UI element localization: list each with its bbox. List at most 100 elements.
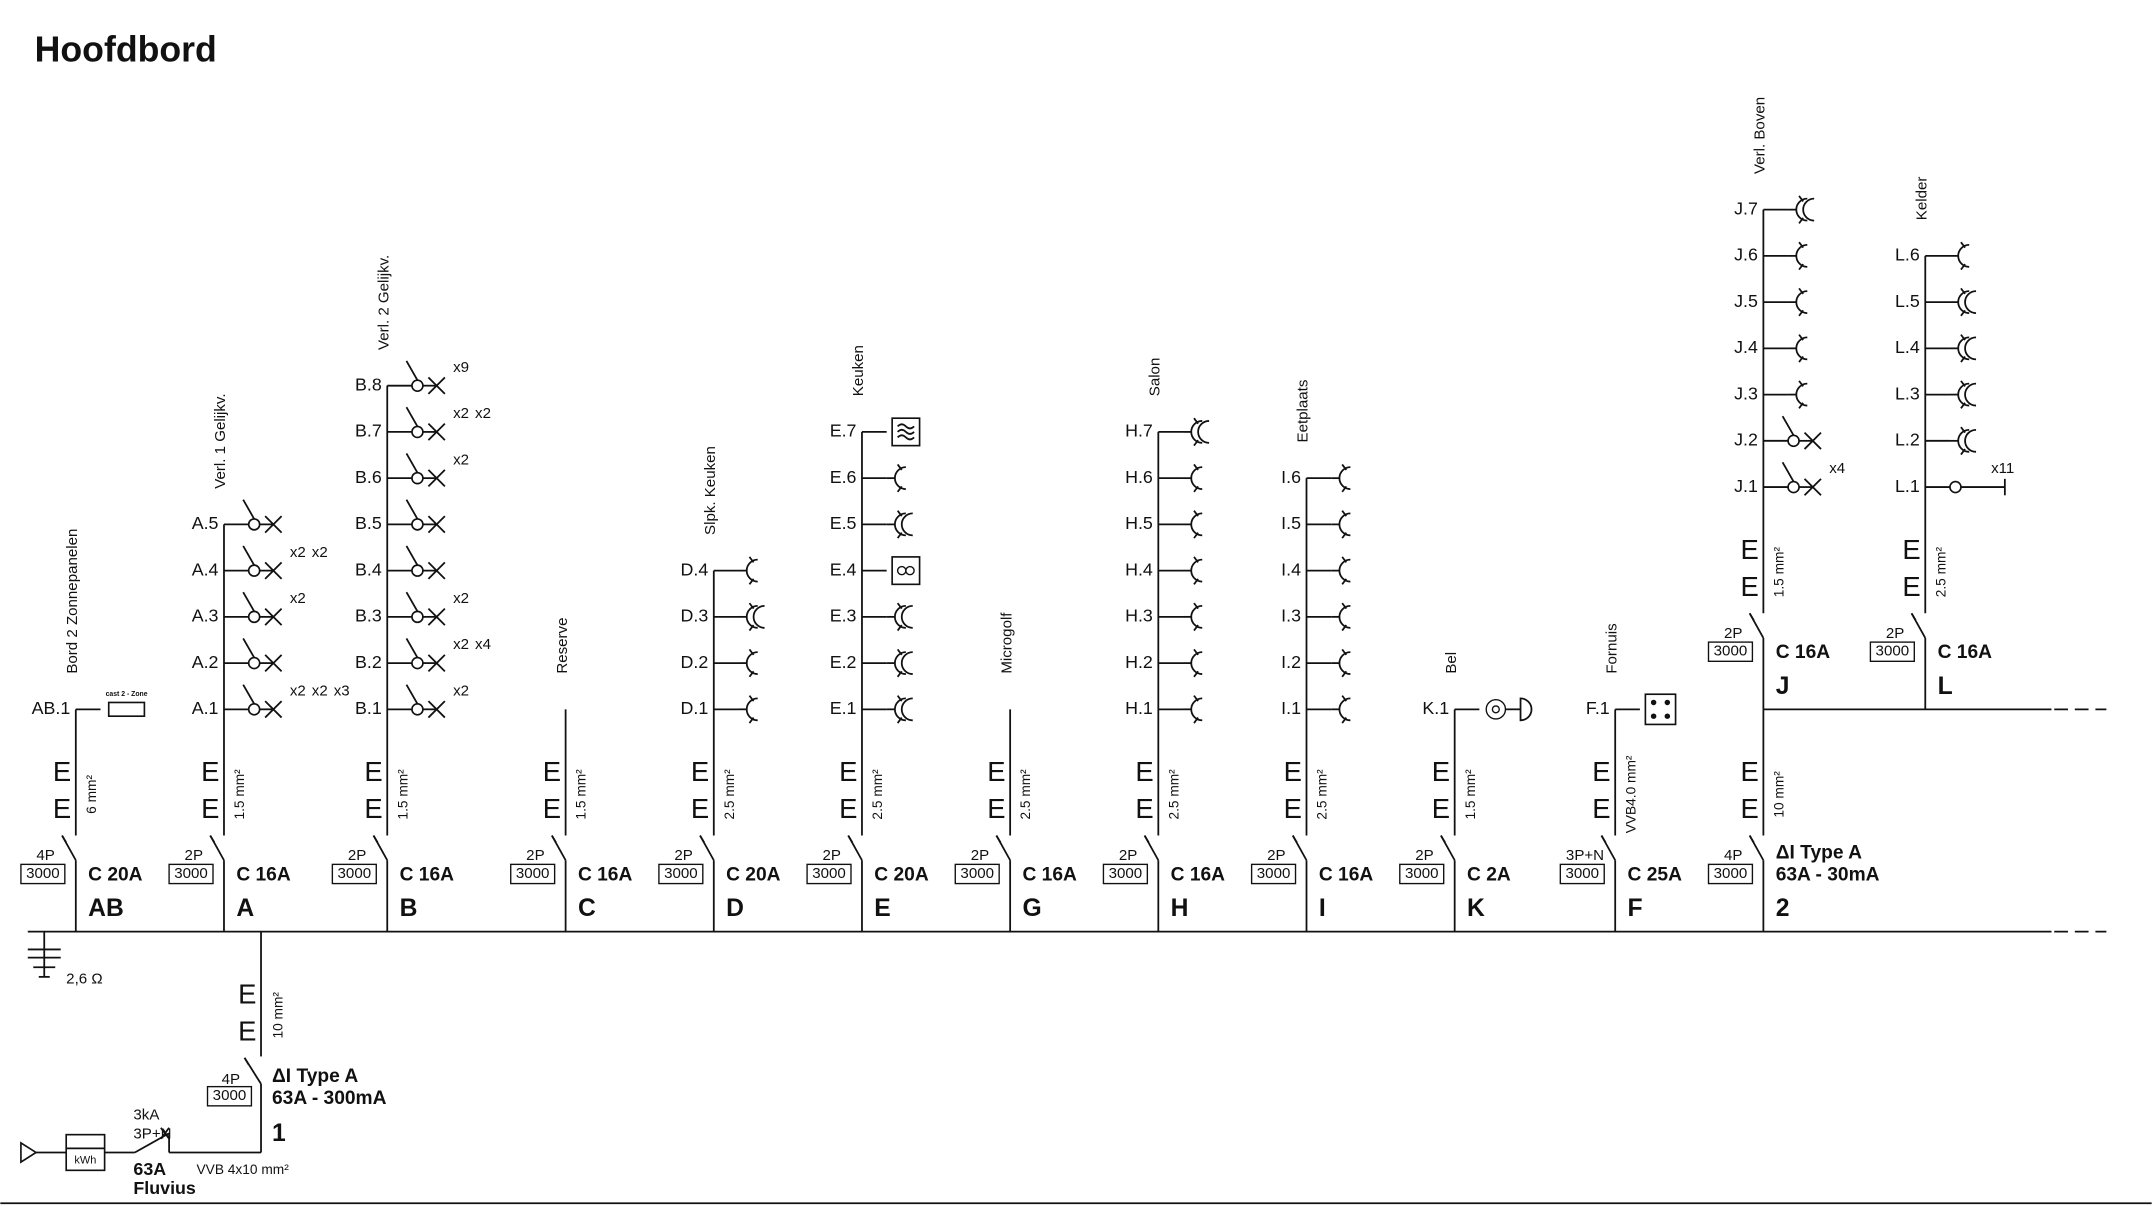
- lamp-symbol: [411, 703, 424, 716]
- earth-mark: E: [839, 756, 857, 787]
- capacity-label: 3000: [1714, 643, 1748, 660]
- switch-symbol: [1781, 461, 1795, 483]
- lamp-symbol: [411, 425, 424, 439]
- socket-symbol: [1960, 263, 1966, 271]
- point-label: L.5: [1895, 291, 1920, 311]
- cable-label: 1.5 mm²: [232, 769, 247, 820]
- socket-symbol: [1957, 290, 1970, 314]
- socket-symbol: [1197, 420, 1210, 444]
- socket-symbol: [896, 695, 903, 702]
- point-label: H.2: [1125, 652, 1153, 672]
- point-label: H.4: [1125, 559, 1153, 579]
- capacity-box: [510, 863, 556, 885]
- socket-symbol: [745, 651, 758, 675]
- poles-label: 2P: [1267, 847, 1285, 864]
- socket-symbol: [1960, 380, 1966, 387]
- capacity-label: 3000: [1565, 865, 1599, 882]
- circuit-id: I: [1319, 895, 1326, 922]
- meter-poles: 3P+N: [133, 1126, 171, 1143]
- socket-symbol: [900, 512, 913, 537]
- cable-label: 10 mm²: [270, 992, 285, 1039]
- lamp-cross: [1803, 478, 1822, 496]
- breaker-switch: [551, 835, 557, 843]
- point-label: D.1: [681, 698, 709, 718]
- bell-symbol: [1485, 699, 1507, 720]
- circuit-label: Kelder: [1914, 177, 1931, 221]
- socket-symbol: [1190, 512, 1203, 537]
- lamp-symbol: [411, 656, 424, 670]
- point-note: x9: [453, 359, 469, 376]
- circuit-id: F: [1628, 895, 1643, 922]
- cable-label: 2.5 mm²: [870, 769, 885, 820]
- point-note: x2: [290, 544, 306, 561]
- socket-symbol: [1190, 604, 1203, 629]
- earth-mark: E: [987, 756, 1005, 787]
- capacity-label: 3000: [26, 865, 60, 882]
- point-label: D.4: [681, 559, 709, 579]
- capacity-box: [1869, 641, 1915, 662]
- earth-mark: E: [1432, 756, 1450, 787]
- socket-symbol: [1341, 602, 1348, 610]
- meter-box: [65, 1133, 106, 1172]
- point-note: x4: [475, 636, 491, 653]
- socket-symbol: [1795, 197, 1808, 222]
- socket-symbol: [1193, 602, 1199, 610]
- socket-symbol: [900, 697, 913, 722]
- socket-symbol: [1193, 578, 1199, 585]
- socket-symbol: [1960, 402, 1966, 409]
- socket-symbol: [1193, 417, 1199, 425]
- point-label: H.1: [1125, 698, 1153, 718]
- poles-label: 2P: [1119, 847, 1137, 864]
- cable-label: 1.5 mm²: [574, 769, 589, 820]
- point-note: x2: [453, 405, 469, 422]
- point-label: J.2: [1734, 430, 1758, 450]
- breaker-switch: [1748, 835, 1755, 843]
- socket-symbol: [1338, 697, 1351, 722]
- capacity-box: [1707, 641, 1754, 662]
- poles-label: 2P: [1886, 625, 1904, 642]
- point-note: cast 2 - Zone: [106, 691, 148, 698]
- breaker-label: C 16A: [1938, 642, 1993, 663]
- socket-symbol: [1341, 485, 1348, 493]
- point-label: J.3: [1734, 383, 1758, 403]
- socket-symbol: [1802, 197, 1815, 222]
- socket-symbol: [1341, 648, 1348, 656]
- point-note: x3: [334, 682, 350, 699]
- point-label: I.6: [1281, 467, 1301, 487]
- poles-label: 2P: [971, 847, 989, 864]
- point-label: E.5: [830, 513, 857, 533]
- earth-mark: E: [1284, 793, 1302, 824]
- lamp-cross: [264, 561, 283, 580]
- point-label: D.3: [681, 606, 709, 626]
- socket-symbol: [1338, 558, 1351, 583]
- socket-symbol: [1341, 717, 1348, 724]
- socket-symbol: [1341, 624, 1348, 632]
- earth-mark: E: [1741, 756, 1759, 787]
- breaker-label: ΔI Type A: [1776, 842, 1862, 863]
- cable-label: 2.5 mm²: [1933, 547, 1948, 598]
- socket-symbol: [1341, 532, 1348, 539]
- socket-symbol: [1193, 717, 1199, 724]
- poles-label: 2P: [1724, 625, 1742, 642]
- earth-mark: E: [691, 756, 709, 787]
- switch-symbol: [242, 545, 255, 566]
- point-label: H.3: [1125, 606, 1153, 626]
- meter-capacity: 3kA: [133, 1106, 160, 1123]
- circuit-label: Verl. 1 Gelijkv.: [212, 393, 229, 488]
- earth-mark: E: [1741, 793, 1759, 824]
- earth-mark: E: [238, 1015, 256, 1046]
- circuit-id: A: [236, 895, 254, 922]
- earth-mark: E: [1284, 756, 1302, 787]
- breaker-label: C 2A: [1467, 864, 1511, 885]
- earth-mark: E: [1135, 793, 1153, 824]
- lamp-symbol: [411, 518, 424, 531]
- breaker-switch: [847, 835, 854, 843]
- socket-symbol: [1190, 697, 1203, 722]
- capacity-box: [1399, 863, 1445, 885]
- lamp-symbol: [411, 610, 424, 624]
- lamp-symbol: [247, 518, 261, 531]
- socket-symbol: [1957, 336, 1970, 361]
- breaker-label: C 25A: [1628, 864, 1683, 885]
- point-note: x2: [453, 682, 469, 699]
- point-label: E.3: [830, 606, 857, 626]
